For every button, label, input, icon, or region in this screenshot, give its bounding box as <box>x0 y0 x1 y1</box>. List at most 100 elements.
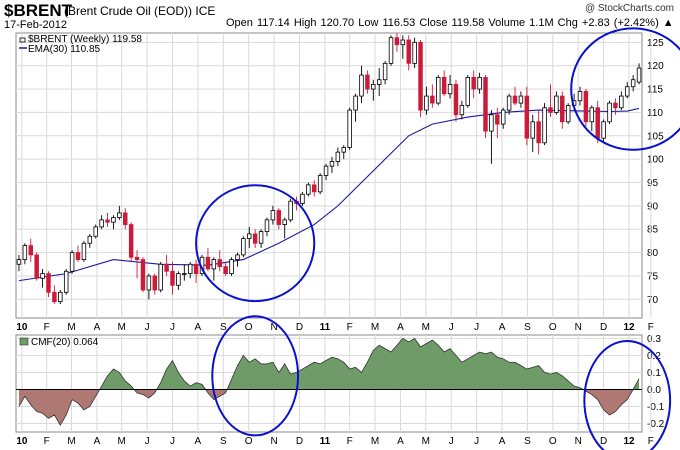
cmf-y-tick-label: 0.3 <box>647 334 661 345</box>
cmf-x-tick-label: A <box>397 436 404 447</box>
candle-down <box>583 91 589 123</box>
price-x-tick-label: O <box>245 322 253 333</box>
price-x-tick-label: F <box>648 322 654 333</box>
cmf-y-tick-label: -0.2 <box>647 419 665 430</box>
candle-up <box>270 210 276 221</box>
price-y-tick-label: 120 <box>647 61 664 72</box>
candle-down <box>495 114 500 125</box>
price-x-tick-label: A <box>94 322 101 333</box>
candle-up <box>117 212 122 218</box>
candle-up <box>489 114 494 132</box>
candle-up <box>69 252 75 272</box>
cmf-x-tick-label: A <box>94 436 101 447</box>
price-x-tick-label: F <box>44 322 50 333</box>
candle-up <box>459 105 465 116</box>
candle-up <box>264 219 270 232</box>
cmf-x-tick-label: A <box>195 436 202 447</box>
price-x-tick-label: O <box>549 322 557 333</box>
candle-up <box>176 273 181 286</box>
candle-down <box>312 184 317 193</box>
candle-down <box>548 107 553 113</box>
candle-up <box>211 259 217 270</box>
candle-up <box>282 219 287 225</box>
chart-date: 17-Feb-2012 <box>4 19 67 31</box>
price-y-tick-label: 115 <box>647 85 663 96</box>
price-x-tick-label: D <box>296 322 303 333</box>
price-x-tick-label: D <box>600 322 607 333</box>
symbol-description: (Brent Crude Oil (EOD)) ICE <box>64 4 216 18</box>
candle-down <box>164 263 169 272</box>
cmf-legend-label: CMF(20) 0.064 <box>31 337 99 348</box>
price-x-tick-label: A <box>195 322 202 333</box>
candle-up <box>58 291 63 303</box>
candle-up <box>300 193 305 204</box>
candle-up <box>577 91 583 102</box>
cmf-negative-area <box>18 389 634 426</box>
cmf-x-tick-label: M <box>118 436 126 447</box>
price-y-tick-label: 75 <box>647 271 659 282</box>
candle-down <box>46 273 51 293</box>
cmf-x-tick-label: D <box>296 436 303 447</box>
candle-down <box>134 256 140 260</box>
cmf-x-tick-label: M <box>67 436 75 447</box>
price-x-tick-label: N <box>575 322 582 333</box>
candle-down <box>441 76 447 95</box>
candle-down <box>205 256 211 270</box>
candle-up <box>241 238 246 256</box>
candle-down <box>128 224 134 258</box>
price-x-tick-label: 10 <box>16 322 28 333</box>
price-x-tick-label: F <box>347 322 353 333</box>
price-y-tick-label: 110 <box>647 108 663 119</box>
candle-up <box>111 217 116 223</box>
candle-up <box>323 165 329 176</box>
candle-up <box>636 67 642 83</box>
price-x-tick-label: J <box>474 322 479 333</box>
candle-up <box>99 219 104 228</box>
cmf-legend: CMF(20) 0.064 <box>19 337 99 348</box>
price-highlight-circle <box>195 184 316 303</box>
cmf-x-tick-label: J <box>145 436 150 447</box>
price-y-tick-label: 70 <box>647 295 659 306</box>
price-y-tick-label: 125 <box>647 38 664 49</box>
candle-up <box>187 263 193 275</box>
candle-up <box>436 76 441 104</box>
candle-up <box>335 151 341 162</box>
candle-down <box>406 39 411 64</box>
candle-up <box>424 95 429 111</box>
candle-up <box>359 74 364 97</box>
price-y-tick-label: 85 <box>647 225 659 236</box>
copyright-text: @ StockCharts.com <box>584 3 674 14</box>
candle-up <box>347 109 352 148</box>
candle-down <box>52 291 57 303</box>
candle-up <box>400 39 406 46</box>
cmf-x-tick-label: 11 <box>320 436 331 447</box>
candle-up <box>619 95 624 109</box>
price-x-tick-label: J <box>449 322 454 333</box>
cmf-highlight-circle <box>583 339 672 450</box>
candle-down <box>418 41 423 111</box>
candle-down <box>483 76 488 132</box>
candle-up <box>412 41 417 64</box>
legend-candle-swatch <box>19 37 26 43</box>
cmf-y-tick-label: -0.1 <box>647 402 665 413</box>
candle-down <box>123 212 128 225</box>
legend-price-label: $BRENT (Weekly) 119.58 <box>28 34 142 45</box>
cmf-positive-area <box>99 338 640 390</box>
cmf-x-tick-label: M <box>422 436 430 447</box>
candle-down <box>430 95 435 104</box>
cmf-x-tick-label: F <box>648 436 654 447</box>
candle-up <box>63 270 69 293</box>
cmf-x-tick-label: F <box>44 436 50 447</box>
candle-up <box>625 86 630 97</box>
candle-down <box>217 259 222 268</box>
price-highlight-circle <box>570 27 680 151</box>
candle-up <box>376 79 382 85</box>
candle-down <box>536 121 541 144</box>
cmf-x-tick-label: F <box>347 436 353 447</box>
price-y-tick-label: 90 <box>647 201 659 212</box>
price-x-tick-label: S <box>524 322 531 333</box>
candle-up <box>500 109 506 125</box>
legend-ema-label: EMA(30) 110.85 <box>28 44 101 55</box>
cmf-line <box>18 337 640 426</box>
